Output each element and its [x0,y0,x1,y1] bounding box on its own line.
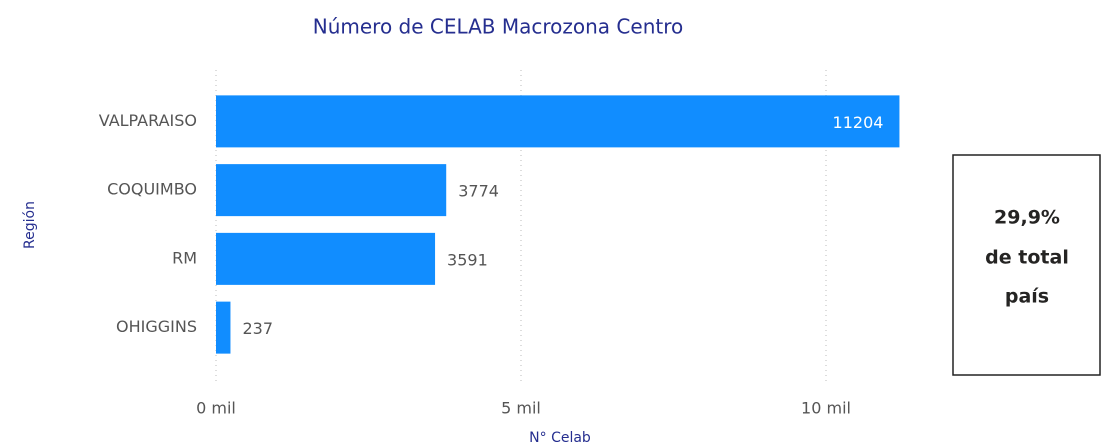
y-tick-label: OHIGGINS [116,317,197,336]
y-tick-label: RM [172,248,197,267]
card-box [952,154,1101,376]
card-text: país [1005,286,1049,308]
bar [216,164,447,217]
data-label: 3774 [458,182,499,201]
y-tick-label: VALPARAISO [99,111,197,130]
data-label: 11204 [833,113,884,132]
y-tick-label: COQUIMBO [107,180,197,199]
bar [216,232,436,285]
bar [216,301,231,354]
chart-title: Número de CELAB Macrozona Centro [313,15,683,39]
y-axis-title: Región [22,201,38,249]
data-label: 237 [242,319,273,338]
x-tick-label: 0 mil [196,399,236,418]
x-tick-label: 5 mil [501,399,541,418]
card-text: 29,9% [994,207,1060,229]
x-axis-title: N° Celab [529,430,591,446]
card-text: de total [985,247,1069,269]
x-tick-label: 10 mil [801,399,851,418]
data-label: 3591 [447,250,488,269]
bar [216,95,900,148]
